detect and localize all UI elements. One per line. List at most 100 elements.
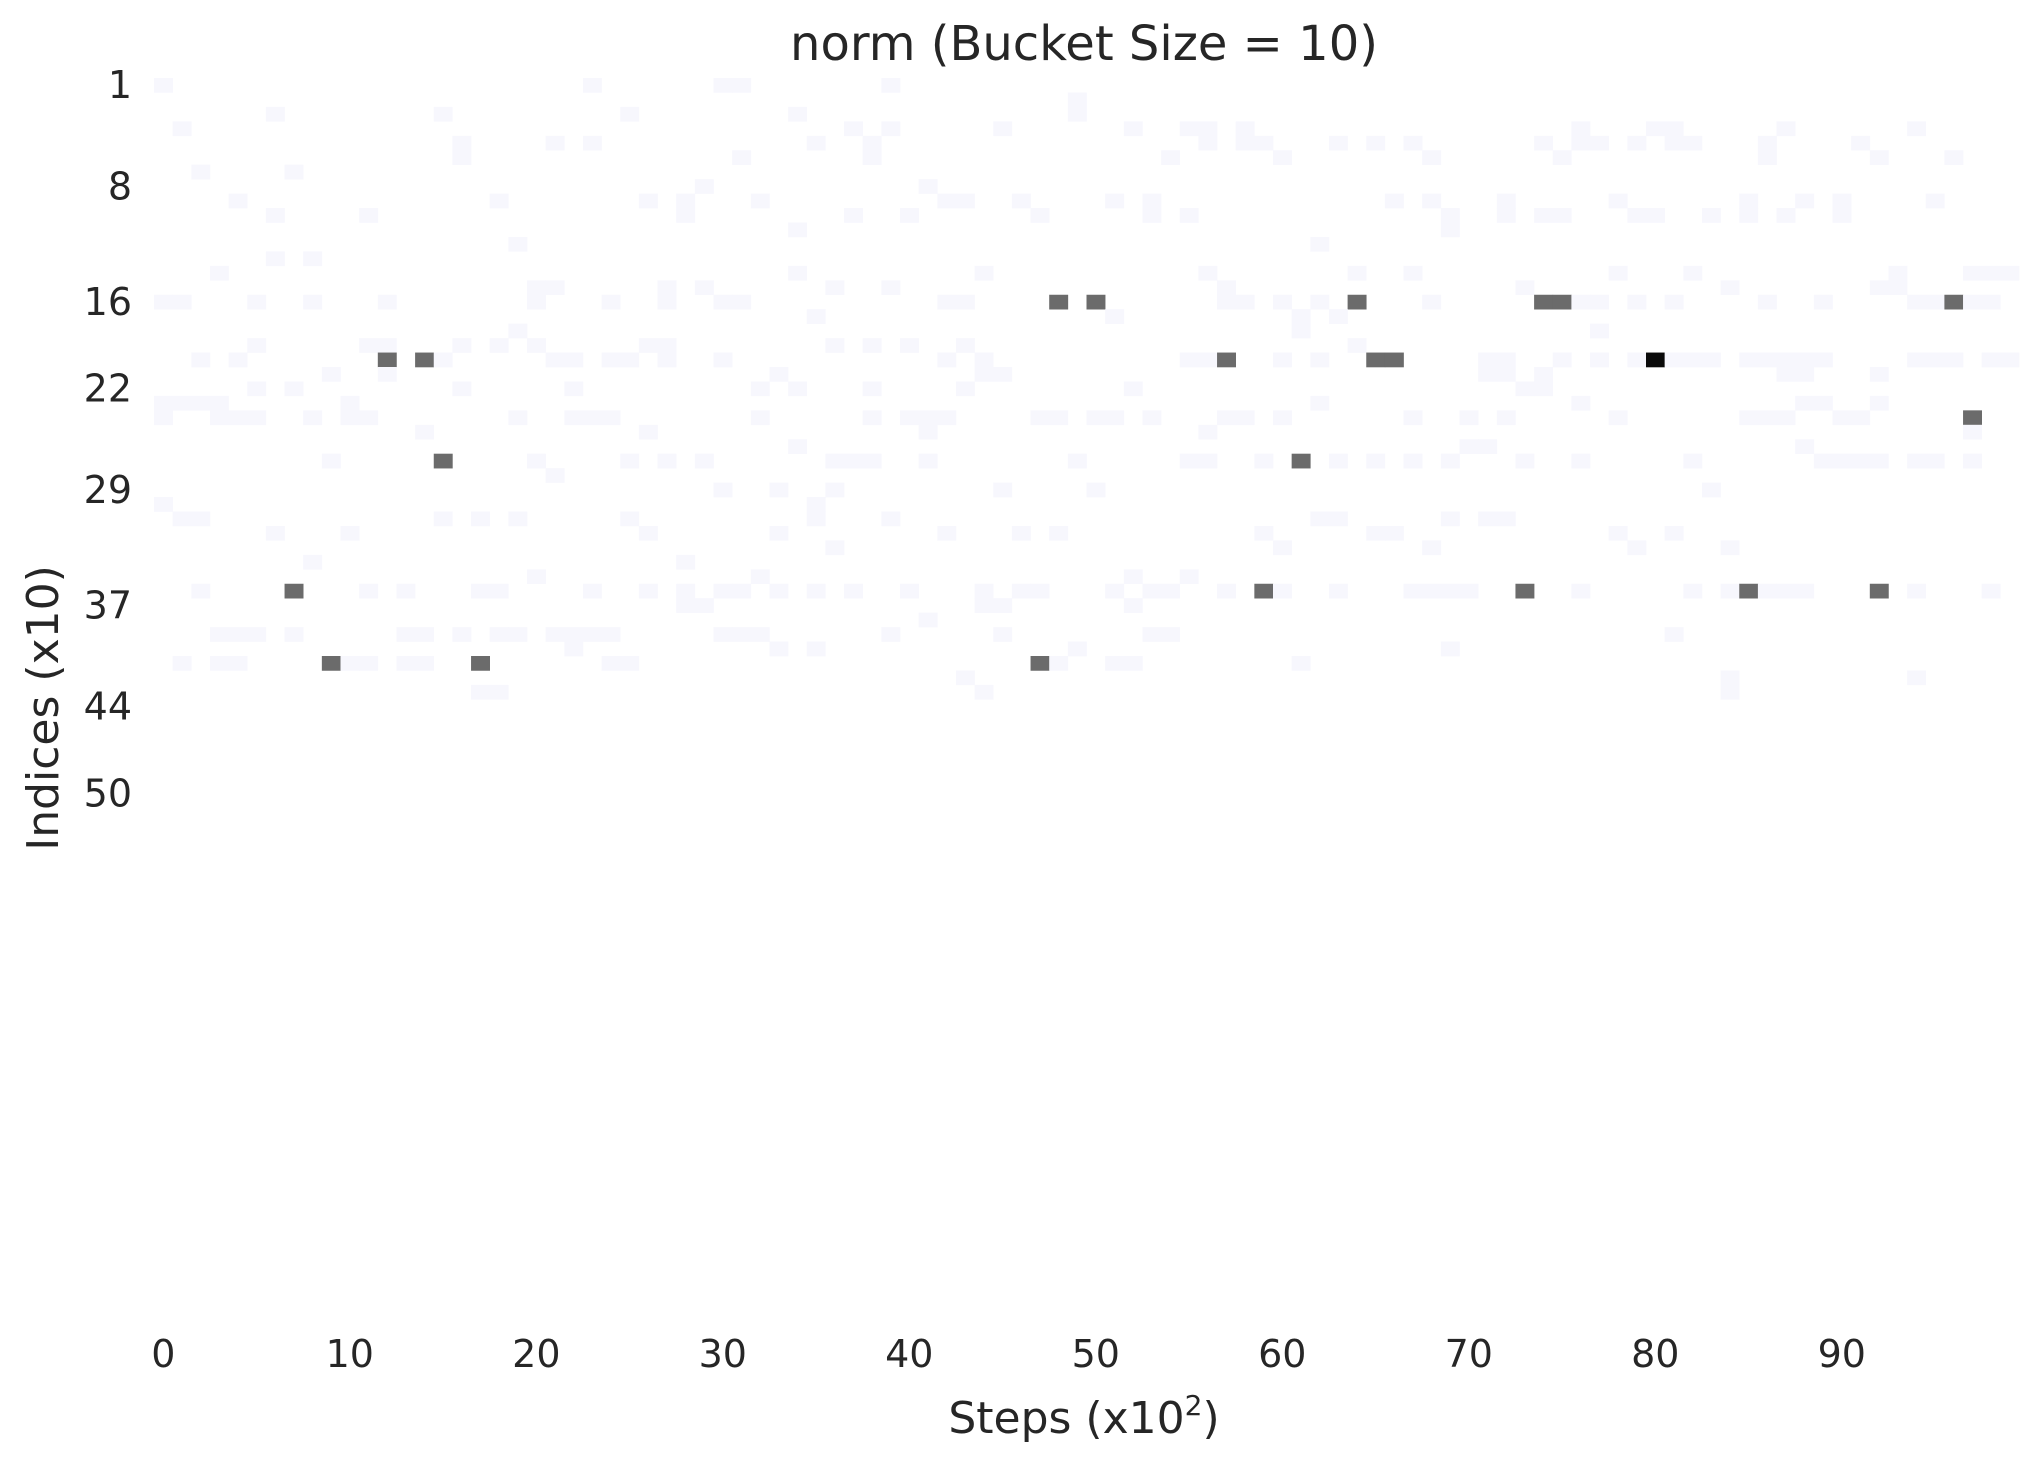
heatmap-cell <box>713 482 733 498</box>
heatmap-cell <box>1496 193 1516 209</box>
x-axis-label-end: ) <box>1202 1393 1219 1444</box>
heatmap-cell <box>1086 482 1106 498</box>
heatmap-cell <box>806 135 826 151</box>
heatmap-cell <box>1869 395 1889 411</box>
heatmap-cell <box>154 294 173 310</box>
heatmap-cell <box>172 656 192 671</box>
heatmap-cell <box>265 525 285 541</box>
heatmap-cell <box>806 641 826 657</box>
heatmap-cell <box>377 294 397 310</box>
heatmap-cell <box>265 106 285 122</box>
heatmap-cell <box>1049 525 1069 541</box>
heatmap-cell <box>918 612 938 628</box>
chart-title: norm (Bucket Size = 10) <box>790 16 1378 72</box>
heatmap-cell <box>1067 106 1087 122</box>
heatmap-cell <box>1384 193 1404 209</box>
heatmap-cell <box>1310 395 1330 411</box>
heatmap-cell <box>209 265 229 281</box>
heatmap-cell <box>471 684 490 700</box>
heatmap-cell <box>359 410 379 426</box>
heatmap-cell <box>1030 208 1050 223</box>
heatmap-cell <box>489 684 509 700</box>
heatmap-cell <box>1403 453 1423 469</box>
heatmap-cell <box>769 482 789 498</box>
heatmap-cell <box>1981 352 2001 368</box>
heatmap-cell <box>1869 280 1889 296</box>
heatmap-cell <box>750 569 770 585</box>
heatmap-cell <box>1310 294 1330 310</box>
heatmap-cell <box>806 511 826 527</box>
heatmap-cell <box>1217 280 1236 296</box>
heatmap-cell <box>1422 294 1442 310</box>
heatmap-cell <box>1459 583 1479 599</box>
heatmap-cell <box>1683 352 1703 368</box>
heatmap-cell <box>601 410 621 426</box>
y-axis-label: Indices (x10) <box>18 565 69 851</box>
heatmap-cell <box>1403 583 1423 599</box>
heatmap-cell <box>1496 208 1516 223</box>
heatmap-cell <box>1851 453 1871 469</box>
heatmap-cell <box>918 424 938 440</box>
heatmap-cell <box>1590 352 1609 368</box>
heatmap-cell <box>1776 352 1796 368</box>
heatmap-cell <box>377 352 397 368</box>
heatmap-cell <box>1571 395 1591 411</box>
heatmap-cell <box>396 583 416 599</box>
heatmap-cell <box>1907 294 1927 310</box>
heatmap-cell <box>1291 323 1311 339</box>
heatmap-cell <box>601 656 621 671</box>
heatmap-cell <box>1478 511 1498 527</box>
heatmap-cell <box>1198 265 1218 281</box>
y-tick-label: 44 <box>84 685 132 729</box>
heatmap-cell <box>1981 583 2001 599</box>
heatmap-cell <box>489 193 509 209</box>
heatmap-cell <box>508 323 528 339</box>
heatmap-cell <box>1440 453 1460 469</box>
heatmap-cell <box>881 627 901 642</box>
heatmap-cell <box>209 395 229 411</box>
heatmap-cell <box>1664 121 1684 137</box>
heatmap-cell <box>1795 367 1815 382</box>
heatmap-cell <box>1627 540 1647 556</box>
heatmap-cell <box>657 352 677 368</box>
heatmap-cell <box>303 251 323 267</box>
heatmap-cell <box>732 583 752 599</box>
heatmap-cell <box>154 410 173 426</box>
heatmap-cell <box>1440 583 1460 599</box>
heatmap-cell <box>1123 656 1143 671</box>
heatmap-cell <box>545 352 565 368</box>
heatmap-cell <box>1235 121 1255 137</box>
heatmap-cell <box>788 381 808 397</box>
heatmap-cell <box>564 641 584 657</box>
heatmap-cell <box>862 338 882 353</box>
heatmap-cell <box>1925 453 1945 469</box>
heatmap-cell <box>1142 583 1162 599</box>
heatmap-cell <box>620 352 640 368</box>
heatmap-cell <box>1534 381 1554 397</box>
heatmap-cell <box>1049 410 1069 426</box>
heatmap-cell <box>1869 583 1889 599</box>
heatmap-cell <box>750 410 770 426</box>
heatmap-cell <box>303 554 323 570</box>
x-tick-label: 40 <box>885 1332 933 1376</box>
heatmap-cell <box>321 656 341 671</box>
heatmap-cell <box>1142 627 1162 642</box>
heatmap-cell <box>1869 150 1889 165</box>
heatmap-cell <box>1944 150 1964 165</box>
heatmap-cell <box>247 410 267 426</box>
heatmap-cell <box>1963 294 1982 310</box>
heatmap-cell <box>284 164 304 180</box>
heatmap-cell <box>228 627 248 642</box>
heatmap-cell <box>1869 367 1889 382</box>
heatmap-cell <box>1366 352 1386 368</box>
heatmap-cell <box>862 381 882 397</box>
heatmap-cell <box>1664 525 1684 541</box>
heatmap-cell <box>471 511 490 527</box>
heatmap-cell <box>1646 352 1665 368</box>
heatmap-cell <box>564 381 584 397</box>
heatmap-cell <box>1384 352 1404 368</box>
heatmap-cell <box>974 583 994 599</box>
heatmap-cell <box>471 656 490 671</box>
heatmap-cell <box>582 135 602 151</box>
heatmap-cell <box>1739 193 1759 209</box>
